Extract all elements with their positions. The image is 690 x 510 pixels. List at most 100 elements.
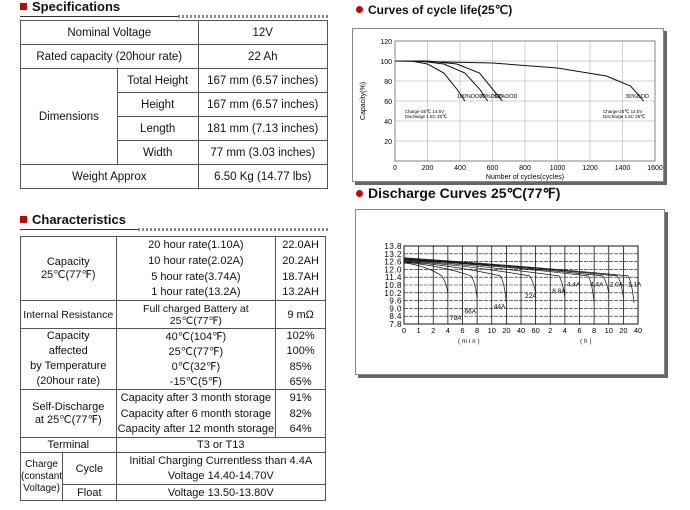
x-axis-unit: (min) — [458, 339, 482, 345]
temperature-value: 102% — [275, 327, 326, 344]
cycle-voltage: Voltage 14.40-14.70V — [115, 468, 326, 485]
internal-resistance-condition: Full charged Battery at 25℃(77℉) — [115, 300, 277, 329]
x-axis-label: Number of cycles(cycles) — [486, 174, 564, 181]
series-label: 79A — [450, 315, 462, 322]
self-discharge-condition: Capacity after 12 month storage — [115, 421, 277, 438]
dimension-label: Width — [116, 140, 199, 165]
y-tick-label: 120 — [380, 39, 392, 46]
y-axis-label: Capacity(%) — [360, 82, 367, 120]
self-discharge-label: Self-Discharge at 25℃(77℉) — [20, 389, 117, 438]
temperature-value: 65% — [275, 374, 326, 391]
chart-note: Discharge 1.5C 25℃ — [603, 114, 646, 119]
x-tick-label: 40 — [517, 326, 525, 335]
chart-note: Discharge 1.5C 25℃ — [405, 114, 448, 119]
capacity-value: 20.2AH — [275, 252, 326, 269]
nominal-voltage-value: 12V — [197, 20, 329, 45]
temperature: 25℃(77℉) — [115, 343, 277, 359]
series-label: 1.1A — [628, 281, 642, 288]
terminal-label: Terminal — [20, 437, 117, 453]
series-label: 100%DOD — [457, 94, 483, 100]
specifications-header: Specifications — [20, 0, 328, 18]
y-tick-label: 9.6 — [389, 297, 402, 306]
series-label: 44A — [494, 303, 506, 310]
y-tick-label: 40 — [384, 119, 392, 126]
x-tick-label: 1200 — [582, 165, 598, 172]
y-tick-label: 11.4 — [385, 273, 402, 282]
capacity-rate: 20 hour rate(1.10A) — [115, 236, 277, 253]
red-bullet-icon — [20, 216, 27, 223]
temperature: -15℃(5℉) — [115, 374, 277, 391]
red-bullet-icon — [356, 190, 363, 197]
x-tick-label: 2 — [431, 326, 435, 335]
y-tick-label: 9.0 — [389, 304, 402, 313]
nominal-voltage-label: Nominal Voltage — [20, 20, 199, 45]
x-tick-label: 1400 — [615, 165, 631, 172]
x-tick-label: 4 — [446, 326, 450, 335]
discharge-chart-box: 13.8 13.2 12.6 12.0 11.4 10.8 10.2 9.6 9.0 8.4 7.8… — [355, 209, 665, 375]
cycle-life-title: Curves of cycle life(25℃) — [368, 3, 513, 17]
y-tick-label: 8.4 — [389, 312, 402, 321]
temperature: 40℃(104℉) — [115, 327, 277, 344]
x-tick-label: 800 — [519, 165, 531, 172]
x-axis-unit: (h) — [580, 339, 593, 345]
specifications-title: Specifications — [32, 0, 121, 14]
discharge-series-line — [403, 257, 635, 304]
y-tick-label: 60 — [384, 99, 392, 106]
x-tick-label: 20 — [502, 326, 510, 335]
cycle-series-line — [394, 60, 644, 102]
discharge-series-line — [403, 258, 610, 293]
internal-resistance-value: 9 mΩ — [275, 300, 326, 329]
x-tick-label: 1000 — [550, 165, 566, 172]
x-tick-label: 40 — [634, 326, 642, 335]
series-label: 4.4A — [567, 281, 581, 288]
discharge-header: Discharge Curves 25℃(77℉) — [356, 185, 664, 202]
y-tick-label: 10.2 — [384, 289, 402, 298]
temperature-value: 100% — [275, 343, 326, 359]
dimension-label: Height — [116, 92, 199, 117]
x-tick-label: 8 — [475, 326, 479, 335]
x-tick-label: 400 — [454, 165, 466, 172]
internal-resistance-label: Internal Resistance — [20, 300, 117, 329]
characteristics-table: Capacity 25℃(77℉) 20 hour rate(1.10A) 22.… — [19, 236, 326, 501]
discharge-series-line — [403, 259, 595, 304]
y-tick-label: 12.6 — [384, 258, 402, 267]
self-discharge-condition: Capacity after 3 month storage — [115, 389, 277, 406]
series-label: 22A — [525, 293, 537, 300]
temperature: 0℃(32℉) — [115, 359, 277, 375]
cycle-series-line — [395, 60, 503, 102]
y-tick-label: 12.0 — [384, 265, 402, 274]
self-discharge-condition: Capacity after 6 month storage — [115, 405, 277, 422]
x-tick-label: 200 — [422, 165, 434, 172]
rated-capacity-label: Rated capacity (20hour rate) — [20, 44, 199, 69]
x-tick-label: 0 — [402, 326, 406, 335]
x-tick-label: 1 — [417, 326, 421, 335]
dimension-value: 181 mm (7.13 inches) — [197, 116, 329, 141]
dimension-value: 167 mm (6.57 inches) — [197, 92, 329, 117]
discharge-chart: 13.813.212.612.011.410.810.29.69.08.47.8… — [384, 242, 642, 345]
self-discharge-value: 82% — [275, 405, 326, 422]
y-tick-label: 13.2 — [384, 250, 402, 259]
terminal-value: T3 or T13 — [115, 437, 326, 453]
x-tick-label: 6 — [577, 326, 581, 335]
x-tick-label: 6 — [460, 326, 464, 335]
discharge-series-line — [403, 260, 536, 293]
capacity-label: Capacity 25℃(77℉) — [20, 236, 117, 301]
y-tick-label: 10.8 — [384, 281, 402, 290]
series-label: 66A — [465, 309, 477, 316]
charge-label: Charge (constant Voltage) — [19, 452, 64, 501]
temperature-capacity-label: Capacity affected by Temperature (20hour ra… — [20, 328, 117, 390]
x-tick-label: 2 — [548, 326, 552, 335]
discharge-series-line — [403, 258, 624, 299]
self-discharge-value: 64% — [275, 421, 326, 438]
y-tick-label: 80 — [384, 79, 392, 86]
dimensions-label: Dimensions — [20, 68, 118, 165]
cycle-label: Cycle — [62, 452, 117, 485]
x-tick-label: 10 — [605, 326, 613, 335]
chart-note: Charge-25℃ 14.5V — [405, 109, 444, 114]
x-tick-label: 10 — [488, 326, 496, 335]
y-tick-label: 13.8 — [384, 242, 402, 251]
discharge-series-line — [403, 262, 449, 293]
series-label: 8.8A — [552, 288, 566, 295]
x-tick-label: 60 — [531, 326, 539, 335]
capacity-value: 13.2AH — [275, 284, 326, 301]
